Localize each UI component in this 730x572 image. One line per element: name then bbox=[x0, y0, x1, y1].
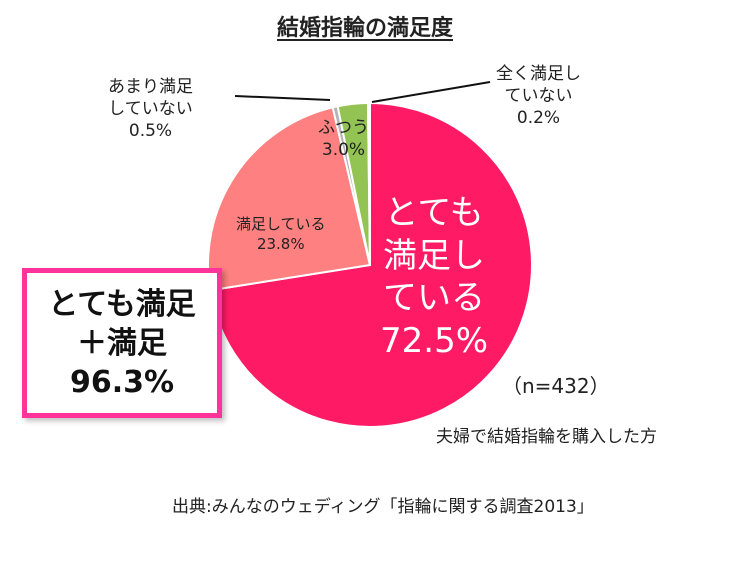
callout-value: 96.3% bbox=[69, 364, 175, 400]
label-not-at-all-satisfied: 全く満足し ていない 0.2% bbox=[496, 64, 581, 129]
pie-slice-satisfied bbox=[207, 106, 372, 292]
callout-line-1: とても満足 bbox=[48, 286, 196, 322]
label-very-satisfied: とても 満足し ている 72.5% bbox=[380, 193, 489, 361]
pie-slice-not-at-all-satisfied bbox=[366, 101, 371, 266]
leader-line-not-at-all bbox=[371, 81, 491, 103]
label-not-very-satisfied: あまり満足 していない 0.5% bbox=[108, 77, 193, 142]
source-note: 出典:みんなのウェディング「指輪に関する調査2013」 bbox=[172, 497, 594, 517]
callout-line-2: ＋満足 bbox=[77, 325, 167, 361]
leader-line-not-satisfied bbox=[234, 95, 331, 101]
sample-size: （n=432） bbox=[502, 374, 610, 398]
combined-satisfaction-callout: とても満足 ＋満足 96.3% bbox=[22, 268, 222, 418]
chart-title: 結婚指輪の満足度 bbox=[276, 16, 453, 41]
label-satisfied: 満足している 23.8% bbox=[236, 215, 326, 253]
sample-description: 夫婦で結婚指輪を購入した方 bbox=[436, 427, 657, 447]
label-neutral: ふつう 3.0% bbox=[318, 118, 369, 161]
